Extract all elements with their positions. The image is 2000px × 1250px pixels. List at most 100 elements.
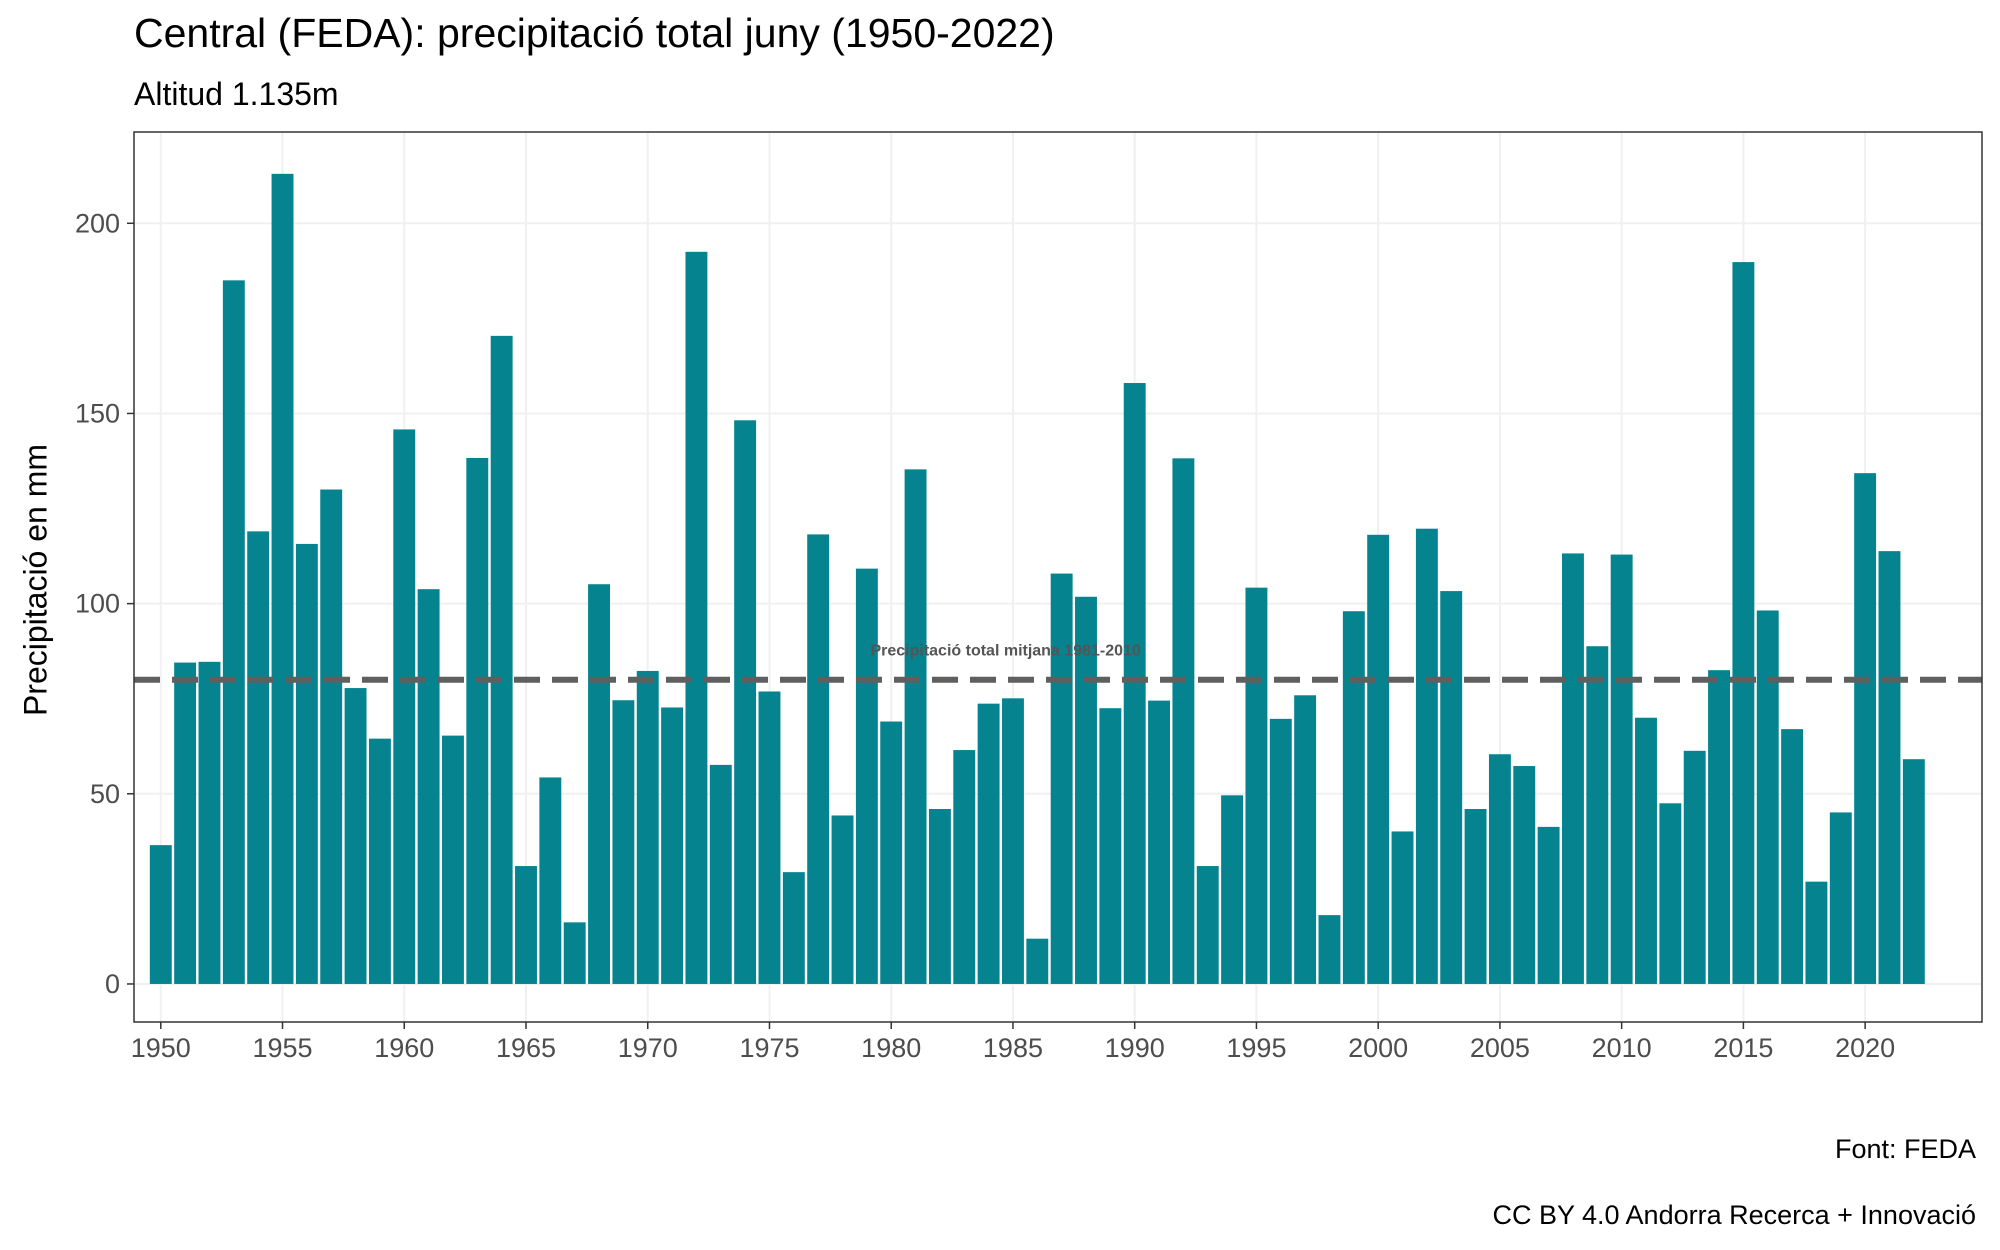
bar-1997 (1294, 695, 1317, 984)
x-tick-label: 1990 (1105, 1033, 1165, 1063)
x-tick-label: 1955 (252, 1033, 312, 1063)
bar-1984 (977, 703, 1000, 984)
bar-1983 (953, 750, 976, 984)
x-tick-label: 1950 (131, 1033, 191, 1063)
bar-1959 (368, 738, 391, 984)
bar-1996 (1269, 718, 1292, 984)
bar-2018 (1805, 881, 1828, 984)
bar-1965 (515, 866, 537, 984)
bar-2012 (1659, 803, 1682, 984)
chart-subtitle: Altitud 1.135m (134, 76, 339, 112)
bar-1987 (1050, 573, 1073, 984)
bar-2006 (1513, 766, 1536, 984)
bar-2015 (1732, 262, 1755, 984)
bar-2005 (1488, 754, 1511, 984)
bar-2016 (1756, 610, 1779, 984)
bar-1972 (685, 251, 708, 984)
x-tick-label: 2015 (1713, 1033, 1773, 1063)
bar-1954 (247, 531, 270, 984)
bar-1975 (758, 691, 781, 984)
bar-1991 (1148, 700, 1170, 984)
bar-2014 (1708, 670, 1730, 984)
bar-1985 (1002, 698, 1024, 984)
bar-1994 (1221, 795, 1244, 984)
bar-1957 (320, 489, 343, 984)
bar-1977 (807, 534, 830, 984)
bar-1951 (174, 662, 197, 984)
x-tick-label: 1975 (739, 1033, 799, 1063)
bar-2021 (1878, 551, 1901, 984)
chart-title: Central (FEDA): precipitació total juny … (134, 10, 1055, 56)
bars (149, 173, 1925, 984)
bar-2020 (1854, 473, 1877, 984)
y-tick-label: 150 (75, 398, 120, 428)
bar-1971 (661, 707, 684, 984)
bar-1969 (612, 700, 635, 984)
bar-1990 (1123, 383, 1146, 984)
bar-1999 (1342, 611, 1365, 984)
x-tick-label: 1980 (861, 1033, 921, 1063)
bar-1981 (904, 469, 927, 984)
bar-1962 (442, 735, 464, 984)
x-tick-label: 2005 (1470, 1033, 1530, 1063)
bar-2011 (1635, 717, 1657, 984)
bar-1976 (782, 872, 805, 984)
bar-1952 (198, 661, 221, 984)
y-tick-label: 0 (105, 969, 120, 999)
bar-1964 (490, 335, 513, 984)
bar-1979 (855, 568, 878, 984)
bar-2002 (1415, 528, 1438, 984)
source-caption: Font: FEDA (1834, 1134, 1976, 1164)
bar-1974 (734, 420, 757, 984)
bar-1950 (149, 845, 172, 984)
bar-2001 (1391, 831, 1414, 984)
bar-2003 (1440, 591, 1463, 984)
plot-panel-border (133, 131, 1983, 1023)
bar-1966 (539, 777, 562, 984)
bar-1970 (636, 670, 659, 984)
x-tick-label: 2010 (1592, 1033, 1652, 1063)
bar-1980 (880, 721, 903, 984)
bar-2007 (1537, 826, 1560, 984)
bar-1988 (1075, 596, 1097, 984)
bar-2008 (1562, 553, 1584, 984)
bar-1953 (222, 280, 245, 984)
x-tick-label: 1960 (374, 1033, 434, 1063)
bar-2004 (1464, 809, 1487, 984)
bar-2013 (1683, 750, 1706, 984)
bar-1961 (417, 589, 440, 984)
bar-1958 (344, 688, 367, 984)
y-tick-label: 200 (75, 208, 120, 238)
bar-1989 (1099, 708, 1122, 984)
x-tick-label: 2000 (1348, 1033, 1408, 1063)
bar-1993 (1196, 866, 1219, 984)
mean-reference-label: Precipitació total mitjana 1981-2010 (870, 643, 1140, 660)
bar-1967 (563, 922, 586, 984)
x-tick-label: 1995 (1226, 1033, 1286, 1063)
bar-2000 (1367, 534, 1390, 984)
x-tick-label: 1970 (618, 1033, 678, 1063)
bar-1982 (928, 809, 951, 984)
bar-1960 (393, 429, 416, 984)
license-caption: CC BY 4.0 Andorra Recerca + Innovació (1492, 1200, 1976, 1230)
bar-2010 (1610, 554, 1633, 984)
bar-1986 (1026, 938, 1049, 984)
bar-1978 (831, 815, 854, 984)
bar-1956 (295, 543, 318, 984)
bar-2019 (1829, 812, 1852, 984)
y-tick-label: 50 (90, 779, 120, 809)
bar-1973 (709, 764, 732, 984)
x-tick-label: 1965 (496, 1033, 556, 1063)
bar-1998 (1318, 915, 1341, 984)
bar-1968 (588, 584, 610, 984)
bar-1955 (271, 173, 294, 984)
bar-2022 (1902, 759, 1925, 984)
bar-2009 (1586, 646, 1609, 984)
y-axis-ticks: 0 50 100 150 200 (75, 208, 134, 999)
bar-1992 (1172, 458, 1195, 984)
bar-2017 (1781, 729, 1804, 984)
x-axis-ticks: 1950 1955 1960 1965 1970 1975 1980 1985 1990 1995… (131, 1022, 1895, 1063)
y-tick-label: 100 (75, 589, 120, 619)
x-tick-label: 2020 (1835, 1033, 1895, 1063)
